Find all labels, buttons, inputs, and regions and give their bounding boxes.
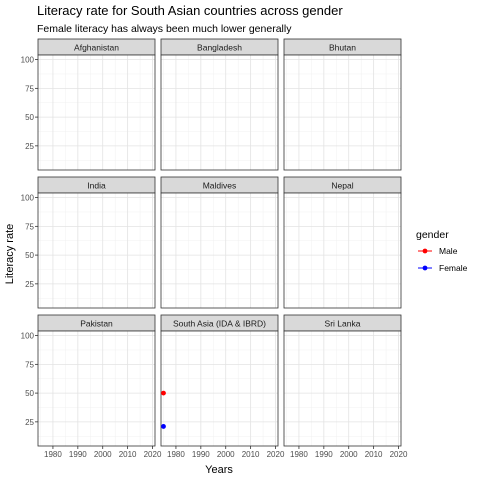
plot-panel (38, 331, 155, 446)
data-point-male (161, 390, 166, 396)
panel-border (37, 192, 156, 309)
facet-panel-sri-lanka: Sri Lanka 1980 1990 2000 2010 2020 (283, 314, 408, 459)
y-tick-label: 25 (25, 418, 34, 427)
legend-label: Male (439, 246, 458, 256)
panel-border (283, 330, 402, 447)
legend-label: Female (439, 263, 468, 273)
legend-item-male: Male (418, 246, 458, 256)
plot-panel (284, 193, 401, 308)
facet-label: Bangladesh (197, 43, 242, 53)
chart-subtitle: Female literacy has always been much low… (37, 23, 292, 35)
legend: gender Male Female (416, 229, 468, 273)
facet-label: India (87, 181, 106, 191)
y-tick-label: 75 (25, 222, 34, 231)
y-tick-label: 75 (25, 360, 34, 369)
y-tick-label: 100 (21, 56, 35, 65)
panel-border (160, 192, 279, 309)
panel-border (283, 54, 402, 171)
y-tick-label: 100 (21, 332, 35, 341)
legend-key-point (422, 265, 428, 271)
plot-panel (284, 55, 401, 170)
x-tick-label: 1990 (69, 450, 87, 459)
panel-border (37, 54, 156, 171)
panel-border (160, 54, 279, 171)
plot-panel (38, 193, 155, 308)
x-tick-label: 2000 (340, 450, 358, 459)
facet-panel-bangladesh: Bangladesh (160, 38, 279, 171)
facet-label: Bhutan (329, 43, 356, 53)
legend-key-point (422, 248, 428, 254)
plot-panel (161, 55, 278, 170)
plot-panel (284, 331, 401, 446)
x-tick-label: 1990 (192, 450, 210, 459)
data-point-female (161, 424, 166, 429)
facet-panel-india: India 25 50 75 100 (21, 176, 156, 309)
facet-label: South Asia (IDA & IBRD) (173, 319, 266, 329)
facet-panel-pakistan: Pakistan 25 50 75 100 1980 1990 2000 2010 2020 (21, 314, 162, 459)
facet-label: Nepal (331, 181, 353, 191)
x-tick-label: 1980 (167, 450, 185, 459)
y-tick-label: 75 (25, 84, 34, 93)
x-tick-label: 2020 (267, 450, 285, 459)
x-tick-label: 2010 (242, 450, 260, 459)
y-tick-label: 25 (25, 280, 34, 289)
panel-border (283, 192, 402, 309)
facet-panel-bhutan: Bhutan (283, 38, 402, 171)
y-tick-label: 25 (25, 142, 34, 151)
y-axis-label: Literacy rate (4, 224, 16, 285)
facet-label: Maldives (203, 181, 237, 191)
facet-panel-south-asia-ida-ibrd: South Asia (IDA & IBRD) 1980 1990 2000 2010 2… (160, 314, 285, 459)
legend-item-female: Female (418, 263, 468, 273)
facet-panels: Afghanistan 25 50 75 100 Bangladesh Bhutan Indi… (21, 38, 408, 459)
x-tick-label: 1980 (290, 450, 308, 459)
facet-panel-maldives: Maldives (160, 176, 279, 309)
y-tick-label: 50 (25, 251, 34, 260)
x-axis-label: Years (205, 464, 233, 476)
facet-label: Pakistan (80, 319, 113, 329)
facet-label: Afghanistan (74, 43, 119, 53)
x-tick-label: 2010 (365, 450, 383, 459)
chart-title: Literacy rate for South Asian countries … (37, 3, 343, 18)
plot-panel (38, 55, 155, 170)
x-tick-label: 2020 (390, 450, 408, 459)
x-tick-label: 2020 (144, 450, 162, 459)
panel-border (37, 330, 156, 447)
y-tick-label: 100 (21, 194, 35, 203)
facet-panel-nepal: Nepal (283, 176, 402, 309)
x-tick-label: 1990 (315, 450, 333, 459)
facet-panel-afghanistan: Afghanistan 25 50 75 100 (21, 38, 156, 171)
facet-label: Sri Lanka (325, 319, 361, 329)
panel-border (160, 330, 279, 447)
plot-panel (161, 331, 278, 446)
y-tick-label: 50 (25, 389, 34, 398)
x-tick-label: 2010 (119, 450, 137, 459)
x-tick-label: 2000 (94, 450, 112, 459)
plot-panel (161, 193, 278, 308)
x-tick-label: 1980 (44, 450, 62, 459)
x-tick-label: 2000 (217, 450, 235, 459)
y-tick-label: 50 (25, 113, 34, 122)
legend-title: gender (416, 229, 449, 241)
